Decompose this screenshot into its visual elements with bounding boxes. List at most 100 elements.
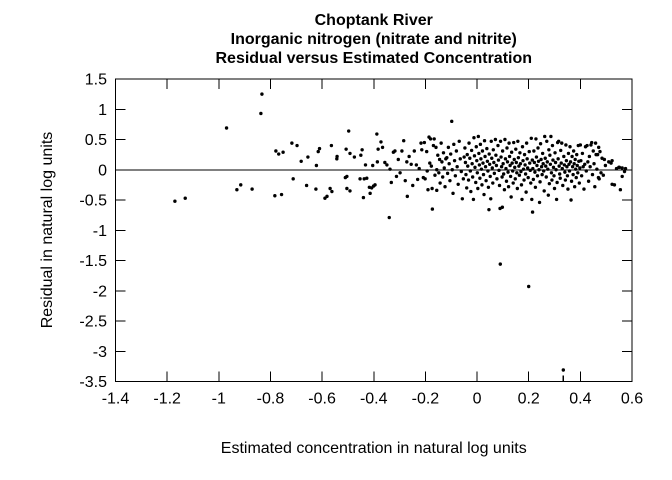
data-point: [557, 172, 562, 176]
data-point: [489, 197, 493, 201]
data-point: [411, 183, 415, 188]
data-point: [534, 137, 538, 141]
data-point: [595, 152, 600, 157]
data-point: [567, 169, 572, 173]
data-point: [505, 146, 509, 150]
data-point: [463, 146, 467, 150]
x-axis-ticks: [115, 79, 633, 382]
data-point: [593, 141, 598, 145]
data-point: [568, 160, 573, 164]
data-point: [570, 165, 575, 169]
data-point: [501, 172, 506, 176]
data-point: [524, 190, 528, 194]
data-point: [437, 171, 441, 175]
data-point: [439, 141, 443, 145]
data-point: [500, 149, 505, 153]
data-point: [515, 186, 520, 191]
data-point: [585, 143, 589, 148]
data-point: [623, 166, 628, 171]
data-point: [446, 145, 451, 150]
data-point: [512, 140, 516, 145]
data-point: [277, 152, 281, 156]
data-point: [494, 163, 499, 168]
data-point: [443, 184, 447, 189]
data-point: [510, 169, 515, 173]
data-point: [371, 163, 375, 168]
data-point: [480, 183, 484, 187]
data-point: [588, 165, 592, 169]
data-point: [570, 154, 574, 159]
data-point: [457, 139, 461, 144]
data-point: [472, 135, 476, 140]
x-tick-label: -0.6: [308, 391, 336, 408]
data-point: [565, 174, 570, 178]
data-point: [450, 168, 454, 172]
data-point: [235, 188, 239, 192]
data-point: [314, 187, 318, 191]
data-point: [552, 174, 556, 178]
data-point: [362, 177, 366, 181]
data-point: [358, 177, 362, 181]
data-point: [330, 189, 334, 194]
data-point: [572, 162, 576, 166]
data-point: [359, 153, 363, 157]
data-point: [586, 160, 590, 164]
data-point: [557, 164, 561, 168]
data-point: [593, 184, 597, 189]
data-point: [549, 134, 553, 139]
data-point: [488, 162, 492, 167]
data-point: [538, 180, 542, 184]
data-point: [548, 153, 552, 157]
chart-title-line-2: Inorganic nitrogen (nitrate and nitrite): [231, 31, 517, 48]
data-point: [314, 163, 319, 168]
data-point: [544, 175, 548, 179]
data-point: [571, 149, 576, 153]
y-tick-label: -2.5: [79, 314, 107, 331]
data-point: [541, 169, 546, 173]
data-point: [335, 154, 339, 159]
data-point: [591, 149, 595, 153]
data-point: [394, 174, 399, 179]
data-point: [431, 143, 436, 148]
data-point: [348, 151, 352, 156]
data-point: [487, 207, 491, 212]
data-point: [515, 171, 519, 175]
data-point: [579, 174, 584, 178]
data-point: [497, 183, 502, 188]
data-point: [508, 174, 513, 179]
y-tick-label: -1: [93, 223, 107, 240]
data-point: [490, 166, 494, 170]
data-point: [550, 143, 555, 148]
data-point: [420, 148, 424, 152]
data-point: [352, 155, 357, 159]
data-point: [602, 157, 607, 162]
x-axis-tick-labels: -1.4 -1.2 -1 -0.8 -0.6 -0.4 -0.2 0 0.2 0.4 0.6: [102, 391, 644, 408]
data-point: [546, 167, 550, 171]
data-point: [580, 151, 585, 156]
data-point: [531, 166, 535, 171]
data-point: [582, 187, 586, 191]
data-point: [490, 156, 494, 160]
data-point: [497, 168, 501, 173]
data-point: [290, 141, 294, 145]
data-point: [505, 160, 510, 164]
data-point: [581, 165, 585, 169]
data-point: [375, 160, 380, 164]
data-point: [462, 155, 466, 159]
data-point: [460, 197, 465, 201]
data-point: [414, 163, 419, 167]
data-point: [532, 160, 537, 165]
data-point: [461, 177, 466, 181]
data-point: [560, 141, 564, 145]
scatter-points: [173, 92, 628, 372]
data-point: [468, 156, 472, 160]
data-point: [523, 163, 527, 167]
data-point: [470, 175, 475, 179]
data-point: [561, 183, 565, 188]
data-point: [474, 145, 478, 149]
data-point: [551, 165, 556, 170]
data-point: [534, 155, 539, 159]
data-point: [239, 183, 243, 187]
data-point: [560, 166, 564, 171]
